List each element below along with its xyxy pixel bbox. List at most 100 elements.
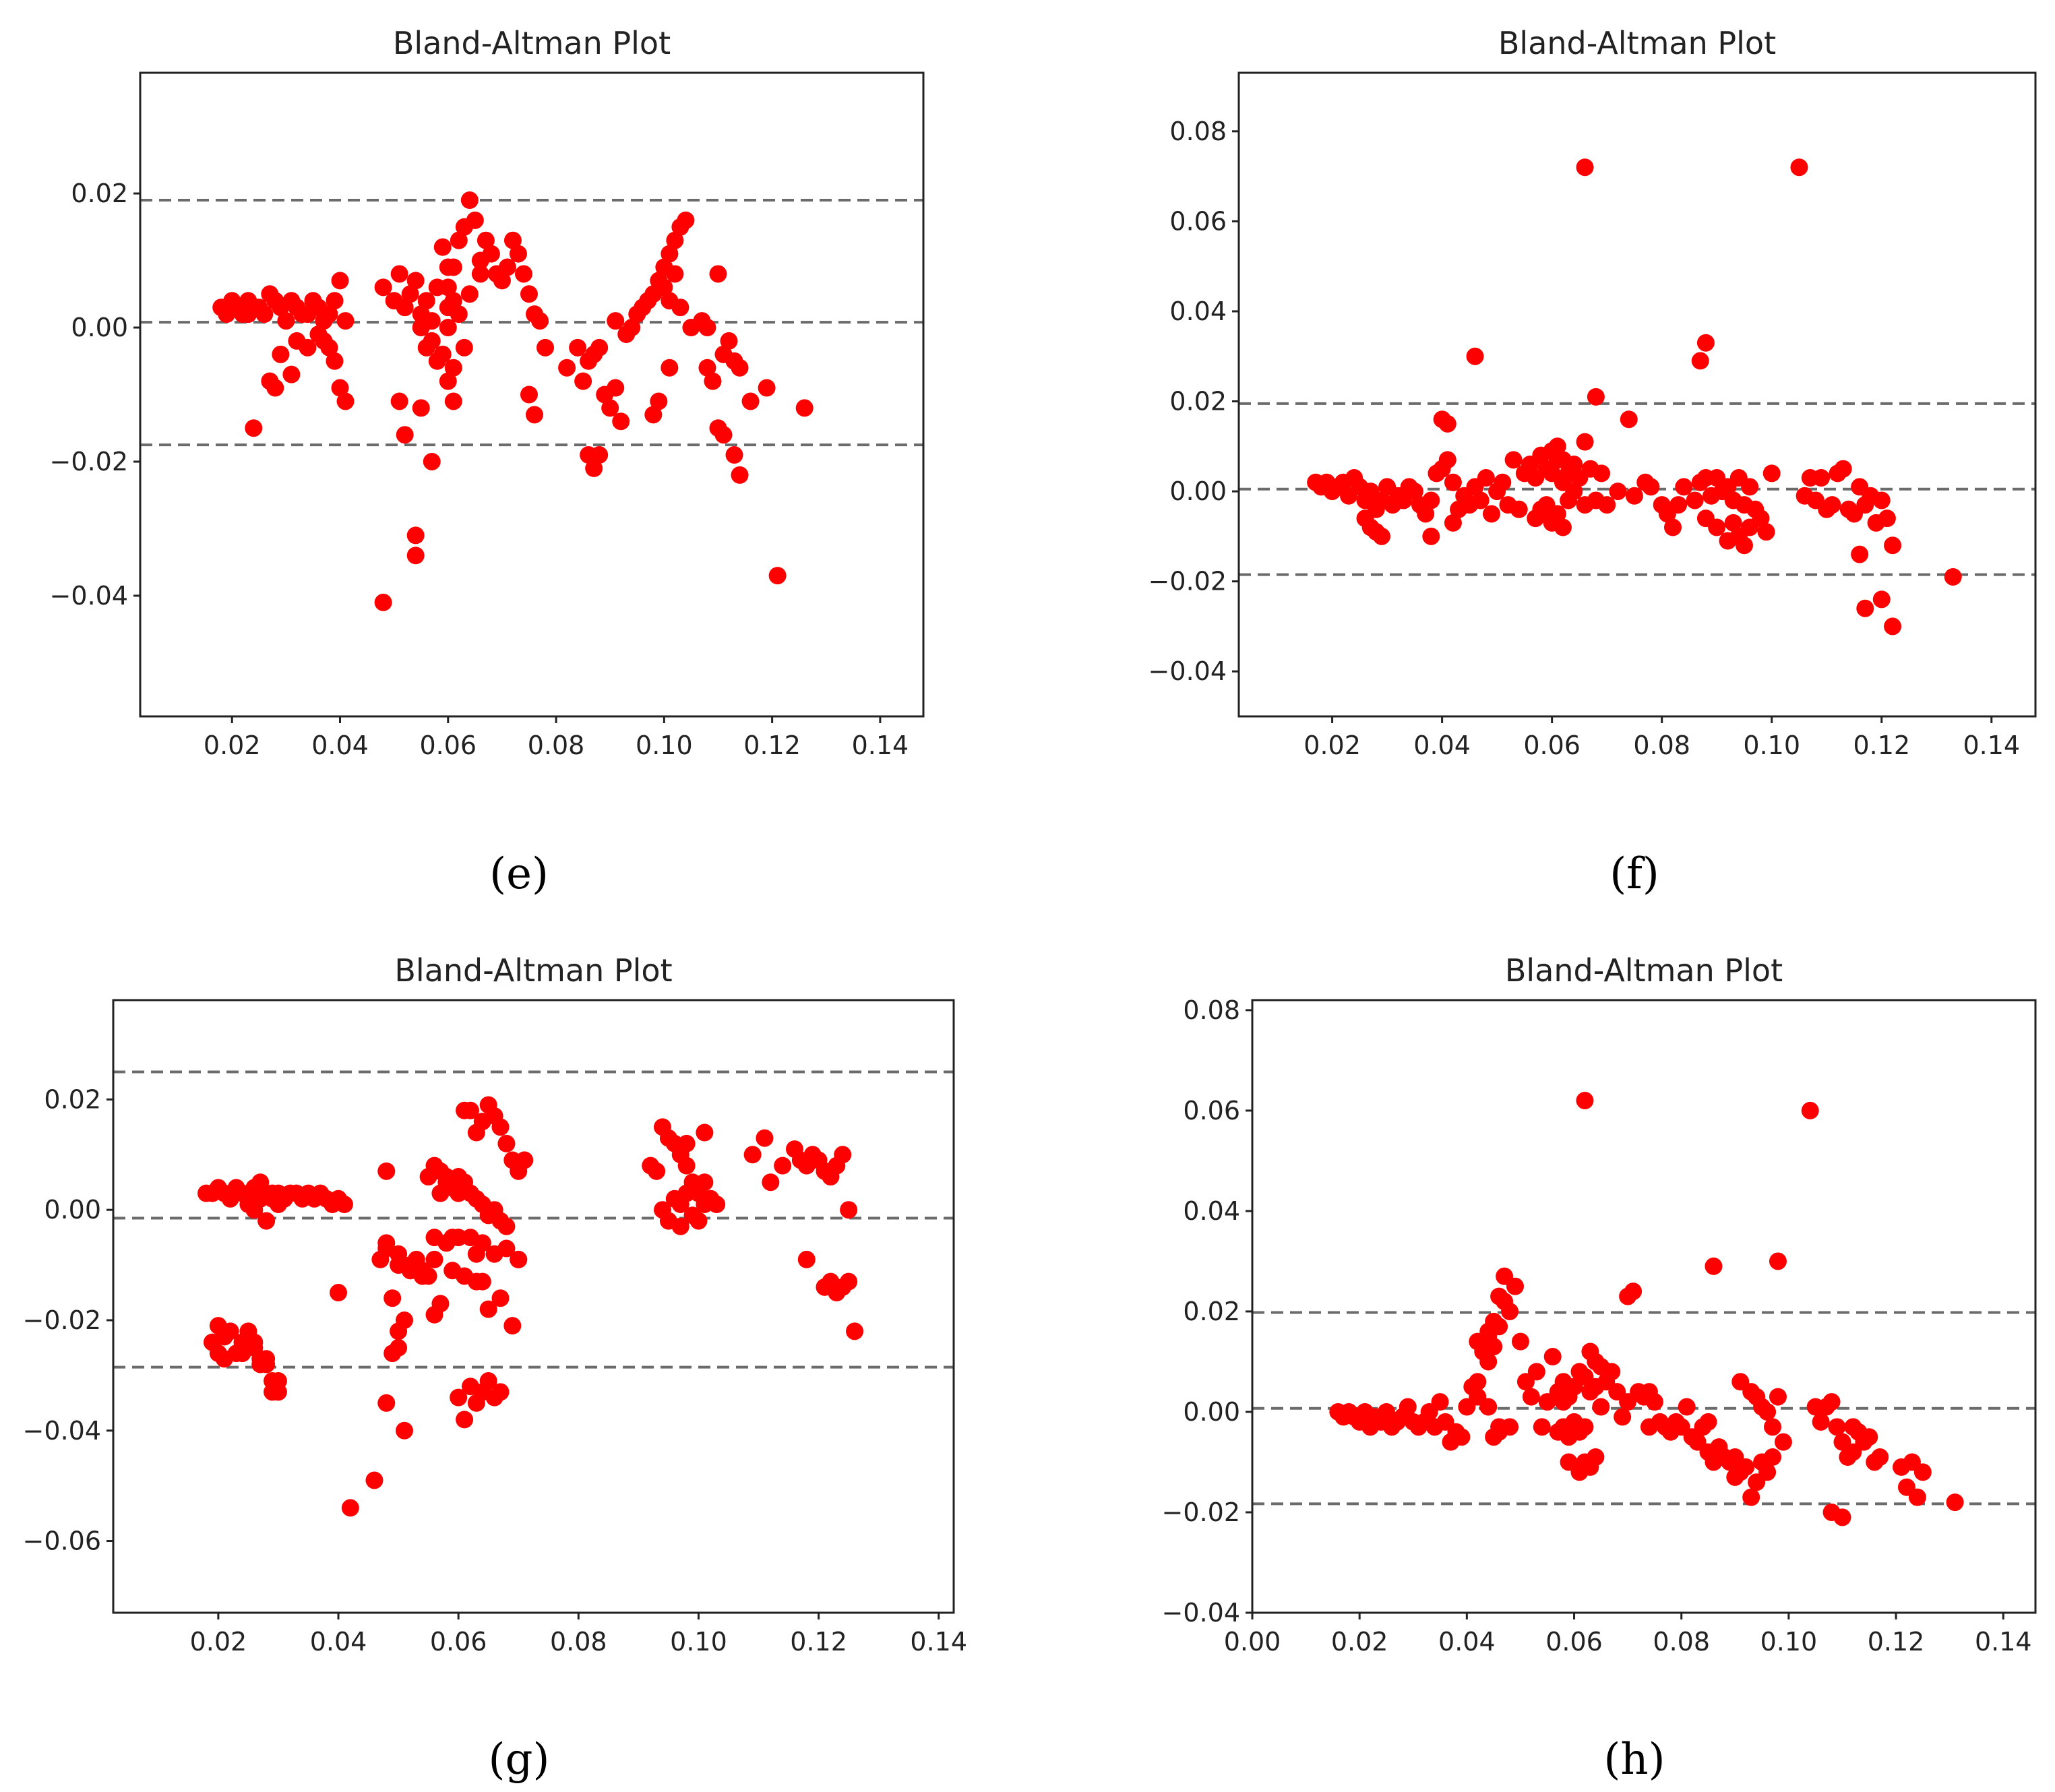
data-point xyxy=(1735,536,1753,555)
data-point xyxy=(1471,491,1490,509)
x-tick-label: 0.04 xyxy=(310,1627,367,1657)
data-point xyxy=(1565,1378,1583,1396)
data-point xyxy=(331,272,349,290)
data-point xyxy=(677,211,695,229)
data-point xyxy=(607,379,625,397)
data-point xyxy=(520,285,538,303)
y-tick-label: 0.00 xyxy=(1169,476,1227,506)
data-point xyxy=(1554,1393,1572,1411)
x-tick-label: 0.06 xyxy=(1523,731,1581,760)
data-point xyxy=(666,231,684,249)
data-point xyxy=(1908,1488,1926,1506)
data-point xyxy=(377,1239,396,1258)
data-point xyxy=(1742,1488,1760,1506)
data-point xyxy=(1871,1448,1889,1466)
data-point xyxy=(477,231,495,249)
y-tick-label: −0.04 xyxy=(1148,656,1227,686)
data-point xyxy=(1860,1428,1878,1446)
data-point xyxy=(1565,456,1583,474)
x-tick-label: 0.14 xyxy=(852,731,909,760)
data-point xyxy=(714,426,733,444)
data-point xyxy=(330,1284,348,1302)
data-point xyxy=(1944,567,1962,586)
data-point xyxy=(1405,483,1423,501)
data-point xyxy=(1477,469,1495,487)
data-point xyxy=(1422,491,1440,509)
data-point xyxy=(509,245,527,263)
data-point xyxy=(671,299,689,317)
data-point xyxy=(272,345,290,363)
data-point xyxy=(390,1322,408,1340)
data-point xyxy=(671,1217,689,1235)
x-tick-label: 0.08 xyxy=(1633,731,1690,760)
data-point xyxy=(1872,491,1891,509)
data-point xyxy=(650,392,668,410)
data-point xyxy=(443,1229,462,1247)
x-tick-label: 0.10 xyxy=(1743,731,1800,760)
x-tick-label: 0.08 xyxy=(528,731,585,760)
data-point xyxy=(1696,334,1715,352)
data-point xyxy=(762,1173,780,1192)
data-point xyxy=(365,1471,384,1489)
x-tick-label: 0.14 xyxy=(1975,1627,2032,1657)
data-point xyxy=(1469,1373,1487,1391)
data-point xyxy=(661,245,679,263)
chart-panel-e: Bland-Altman Plot 0.02 0.04 0.06 0.08 0.10 0.1… xyxy=(50,25,925,899)
data-point xyxy=(1587,1448,1605,1466)
data-point xyxy=(401,285,419,303)
data-point xyxy=(413,1267,431,1285)
data-point xyxy=(1537,505,1556,523)
panel-caption: (f) xyxy=(1609,849,1659,899)
data-point xyxy=(417,292,435,310)
data-point xyxy=(1490,1418,1508,1436)
data-point xyxy=(221,1322,239,1340)
data-point xyxy=(503,1317,522,1335)
data-point xyxy=(1705,1257,1723,1275)
data-point xyxy=(450,231,468,249)
data-point xyxy=(390,392,408,410)
data-point xyxy=(590,338,609,357)
data-point xyxy=(1511,1332,1529,1351)
data-point xyxy=(1603,1363,1621,1381)
x-tick-label: 0.02 xyxy=(204,731,261,760)
data-point xyxy=(315,332,333,350)
data-point xyxy=(1548,451,1566,469)
data-point xyxy=(1828,1418,1846,1436)
data-point xyxy=(1774,1433,1792,1451)
panel-caption: (h) xyxy=(1603,1735,1665,1785)
data-point xyxy=(725,446,743,464)
data-point xyxy=(1758,1402,1777,1421)
data-point xyxy=(1576,158,1594,177)
data-point xyxy=(1356,509,1374,528)
data-point xyxy=(1417,505,1435,523)
data-point xyxy=(731,359,749,377)
data-point xyxy=(689,1212,708,1230)
data-point xyxy=(466,211,484,229)
x-tick-label: 0.14 xyxy=(910,1627,967,1657)
data-point xyxy=(412,319,430,337)
data-point xyxy=(1527,1363,1545,1381)
data-point xyxy=(341,1499,359,1517)
data-point xyxy=(428,352,446,370)
data-point xyxy=(395,1421,413,1440)
data-point xyxy=(1946,1493,1964,1512)
data-point xyxy=(479,1372,497,1390)
data-point xyxy=(1438,414,1456,433)
plot-frame xyxy=(1251,999,2037,1614)
x-tick-label: 0.02 xyxy=(190,1627,247,1657)
y-tick-label: 0.00 xyxy=(44,1195,101,1225)
x-tick-label: 0.08 xyxy=(1653,1627,1710,1657)
data-point xyxy=(1878,509,1896,528)
data-point xyxy=(1554,518,1572,536)
data-point xyxy=(1490,1318,1508,1336)
data-point xyxy=(1438,451,1456,469)
data-point xyxy=(585,459,603,477)
data-point xyxy=(377,1162,396,1180)
data-point xyxy=(444,258,462,276)
data-point xyxy=(1757,523,1775,541)
data-point xyxy=(460,285,479,303)
y-tick-label: 0.00 xyxy=(1183,1397,1240,1427)
data-point xyxy=(1576,1092,1594,1110)
panel-caption: (g) xyxy=(489,1735,550,1785)
y-tick-label: 0.04 xyxy=(1169,297,1227,326)
